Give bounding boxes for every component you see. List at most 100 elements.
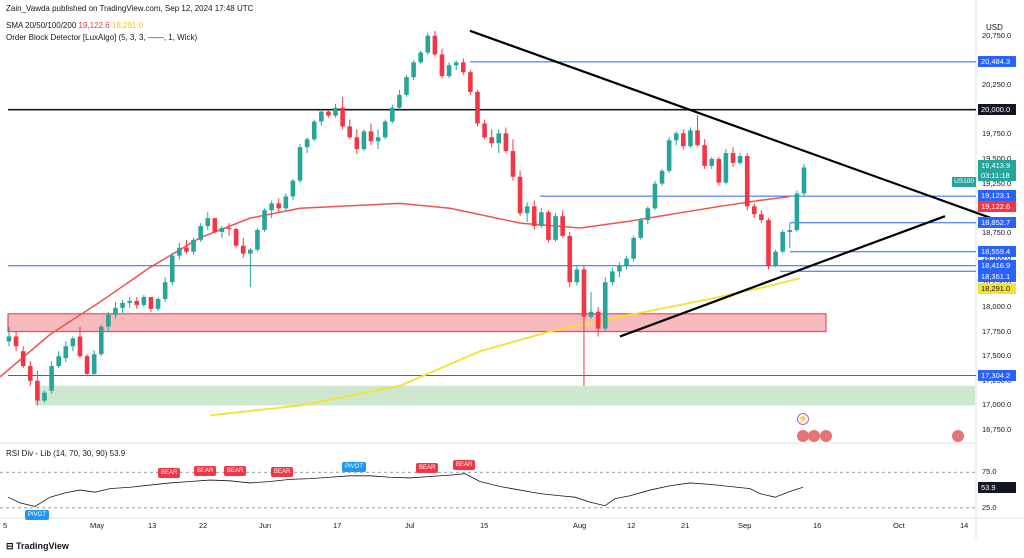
candle-body <box>297 147 303 181</box>
candle-body <box>333 107 338 116</box>
candle-body <box>794 193 800 230</box>
candle-body <box>326 111 331 116</box>
time-tick-label: Jun <box>259 521 272 530</box>
candle-body <box>624 258 629 266</box>
symbol-tag: US100 <box>952 177 976 187</box>
candle-body <box>673 133 679 141</box>
candle-body <box>411 62 416 78</box>
candle-body <box>98 326 104 355</box>
candle-body <box>581 269 587 317</box>
candle-body <box>198 226 203 240</box>
candle-body <box>588 311 594 317</box>
order-block-legend: Order Block Detector [LuxAlgo] (5, 3, 3,… <box>6 33 198 42</box>
candle-body <box>269 203 274 211</box>
candle-body <box>63 346 69 359</box>
currency-label[interactable]: USD <box>986 23 1003 32</box>
candle-body <box>191 239 196 252</box>
price-tick-label: 20,750.0 <box>982 30 1012 40</box>
rsi-pivot-badge: PIVOT <box>342 461 367 472</box>
candle-body <box>617 265 622 272</box>
candle-body <box>120 302 125 308</box>
candle-body <box>574 269 580 283</box>
time-tick-label: Oct <box>893 521 905 530</box>
candle-body <box>510 151 516 177</box>
time-tick-label: Aug <box>573 521 587 530</box>
candle-body <box>723 153 729 183</box>
candle-body <box>162 282 168 299</box>
price-tick-label: 16,750.0 <box>982 425 1012 435</box>
candle-body <box>752 206 757 215</box>
candle-body <box>255 229 260 250</box>
candle-body <box>489 137 494 144</box>
candle-body <box>404 77 409 95</box>
trendline <box>469 29 1006 225</box>
candle-body <box>446 65 452 77</box>
price-tick-label: 19,250.0 <box>982 178 1012 188</box>
candle-body <box>425 35 431 53</box>
candle-body <box>475 91 480 124</box>
rsi-tick-label: 25.0 <box>982 502 997 512</box>
time-tick-label: 17 <box>333 521 342 530</box>
tv-logo-icon: ⊟ <box>6 541 17 551</box>
candle-body <box>233 228 239 246</box>
rsi-line <box>7 473 804 507</box>
candle-body <box>531 206 537 227</box>
sma-label: SMA 20/50/100/200 <box>6 21 77 30</box>
candle-body <box>319 111 324 122</box>
candle-body <box>177 247 182 256</box>
time-tick-label: 5 <box>3 521 8 530</box>
candle-body <box>134 300 140 305</box>
candle-body <box>759 214 764 221</box>
candle-body <box>56 356 61 367</box>
rsi-tick-label: 75.0 <box>982 467 997 477</box>
candle-body <box>716 158 722 183</box>
candle-body <box>290 180 296 197</box>
candle-body <box>169 255 175 283</box>
candle-body <box>106 314 111 327</box>
candle-body <box>631 237 636 259</box>
candle-body <box>638 220 644 238</box>
rsi-bear-badge: BEAR <box>158 467 181 478</box>
sma-legend: SMA 20/50/100/200 19,122.6 18,291.0 <box>6 21 143 30</box>
candle-body <box>226 228 232 229</box>
price-tick-label: 19,500.0 <box>982 153 1012 163</box>
candle-body <box>595 311 601 329</box>
candle-body <box>610 271 615 283</box>
us-flag-icon[interactable] <box>952 430 964 442</box>
price-tag-label: 18,852.7 <box>978 217 1016 229</box>
candle-body <box>468 72 473 92</box>
candle-body <box>397 94 402 108</box>
candle-body <box>212 218 218 232</box>
lightning-icon[interactable]: ⚡ <box>797 413 809 425</box>
us-flag-icon[interactable] <box>797 430 809 442</box>
candle-body <box>155 298 161 309</box>
price-tag-label: 20,000.0 <box>978 104 1016 116</box>
candle-body <box>27 366 33 381</box>
rsi-label: RSI Div - Lib (14, 70, 30, 90) <box>6 449 108 458</box>
us-flag-icon[interactable] <box>808 430 820 442</box>
candle-body <box>262 210 267 230</box>
candle-body <box>702 145 707 166</box>
candle-body <box>127 300 132 303</box>
candle-body <box>688 130 693 147</box>
price-tag-label: 19,123.1 <box>978 189 1016 201</box>
price-tag-label: 18,416.9 <box>978 260 1016 272</box>
rsi-bear-badge: BEAR <box>271 466 294 477</box>
candle-body <box>219 228 225 232</box>
rsi-bear-badge: BEAR <box>224 466 247 477</box>
candle-body <box>91 354 97 374</box>
candle-body <box>645 208 651 221</box>
candle-body <box>77 336 83 357</box>
candle-body <box>418 52 423 63</box>
candle-body <box>730 153 736 163</box>
price-tick-label: 18,000.0 <box>982 301 1012 311</box>
candle-body <box>49 366 54 391</box>
candle-body <box>347 126 353 138</box>
rsi-value-tag: 53.9 <box>978 481 1016 493</box>
candle-body <box>340 107 345 127</box>
price-tick-label: 18,750.0 <box>982 227 1012 237</box>
candle-body <box>709 158 715 166</box>
us-flag-icon[interactable] <box>820 430 832 442</box>
time-tick-label: May <box>90 521 105 530</box>
